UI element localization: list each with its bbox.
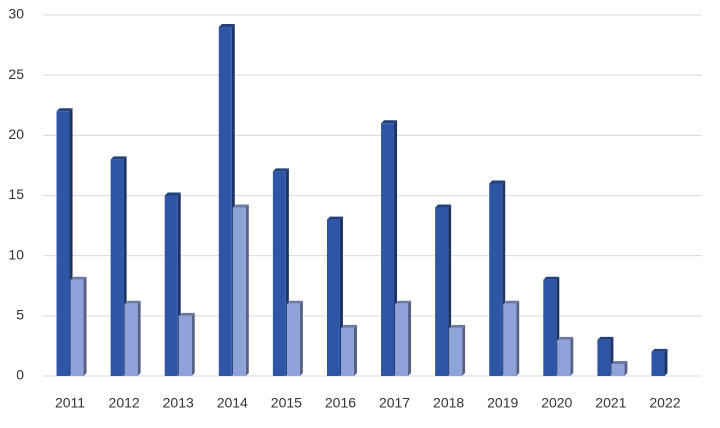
bar-top xyxy=(557,336,574,340)
bar-top xyxy=(449,324,466,328)
x-tick-label: 2015 xyxy=(271,395,302,411)
bar xyxy=(557,339,571,376)
bar xyxy=(381,123,395,376)
y-tick-label: 25 xyxy=(8,66,24,82)
bar xyxy=(435,207,449,376)
bar-top xyxy=(286,300,303,304)
bar xyxy=(651,351,665,376)
bar xyxy=(110,159,124,376)
bar-side xyxy=(353,324,357,376)
y-tick-label: 20 xyxy=(8,126,24,142)
bar-top xyxy=(110,156,127,160)
x-tick-label: 2012 xyxy=(109,395,140,411)
y-tick-label: 10 xyxy=(8,246,24,262)
bar-top xyxy=(124,300,141,304)
bar-top xyxy=(381,120,398,124)
x-tick-label: 2011 xyxy=(55,395,85,411)
bar xyxy=(543,279,557,376)
bar xyxy=(286,303,300,376)
y-tick-label: 5 xyxy=(16,307,24,323)
bar xyxy=(597,339,611,376)
bar xyxy=(218,27,232,377)
bar-top xyxy=(232,204,249,208)
bar-top xyxy=(597,336,614,340)
bar xyxy=(395,303,409,376)
bar-top xyxy=(272,168,289,172)
y-tick-label: 0 xyxy=(16,367,24,383)
bar-top xyxy=(178,312,195,316)
bar xyxy=(178,315,192,376)
x-tick-label: 2019 xyxy=(487,395,518,411)
bar-top xyxy=(164,192,181,196)
bar xyxy=(340,327,354,376)
bar-top xyxy=(611,360,628,364)
bar xyxy=(503,303,517,376)
x-tick-label: 2021 xyxy=(595,395,626,411)
bar-top xyxy=(489,180,506,184)
bar-side xyxy=(624,360,628,376)
bar-top xyxy=(543,276,560,280)
bar xyxy=(326,219,340,376)
bar-side xyxy=(299,300,303,376)
x-tick-label: 2016 xyxy=(325,395,356,411)
bar-side xyxy=(570,336,574,376)
bar-top xyxy=(503,300,520,304)
x-tick-label: 2014 xyxy=(217,395,248,411)
bar-top xyxy=(56,108,73,112)
y-tick-label: 30 xyxy=(8,6,24,22)
bar xyxy=(70,279,84,376)
bar xyxy=(489,183,503,376)
bar xyxy=(449,327,463,376)
bar xyxy=(611,363,625,376)
bar xyxy=(232,207,246,376)
x-tick-label: 2022 xyxy=(649,395,680,411)
bar-top xyxy=(70,276,87,280)
bar-side xyxy=(462,324,466,376)
x-tick-label: 2020 xyxy=(541,395,572,411)
bar-side xyxy=(191,312,195,376)
x-tick-label: 2013 xyxy=(163,395,194,411)
bar-top xyxy=(395,300,412,304)
bar-side xyxy=(83,276,87,376)
x-tick-label: 2018 xyxy=(433,395,464,411)
bar-top xyxy=(651,348,668,352)
y-tick-label: 15 xyxy=(8,186,24,202)
bar-side xyxy=(408,300,412,376)
bar-top xyxy=(340,324,357,328)
bar xyxy=(272,171,286,376)
bar-top xyxy=(435,204,452,208)
bar-top xyxy=(218,24,235,28)
bar-side xyxy=(664,348,668,376)
bar-side xyxy=(137,300,141,376)
bar xyxy=(124,303,138,376)
bar-side xyxy=(516,300,520,376)
x-tick-label: 2017 xyxy=(379,395,410,411)
bar xyxy=(164,195,178,376)
bar-side xyxy=(245,204,249,376)
bar xyxy=(56,111,70,377)
bar-top xyxy=(326,216,343,220)
